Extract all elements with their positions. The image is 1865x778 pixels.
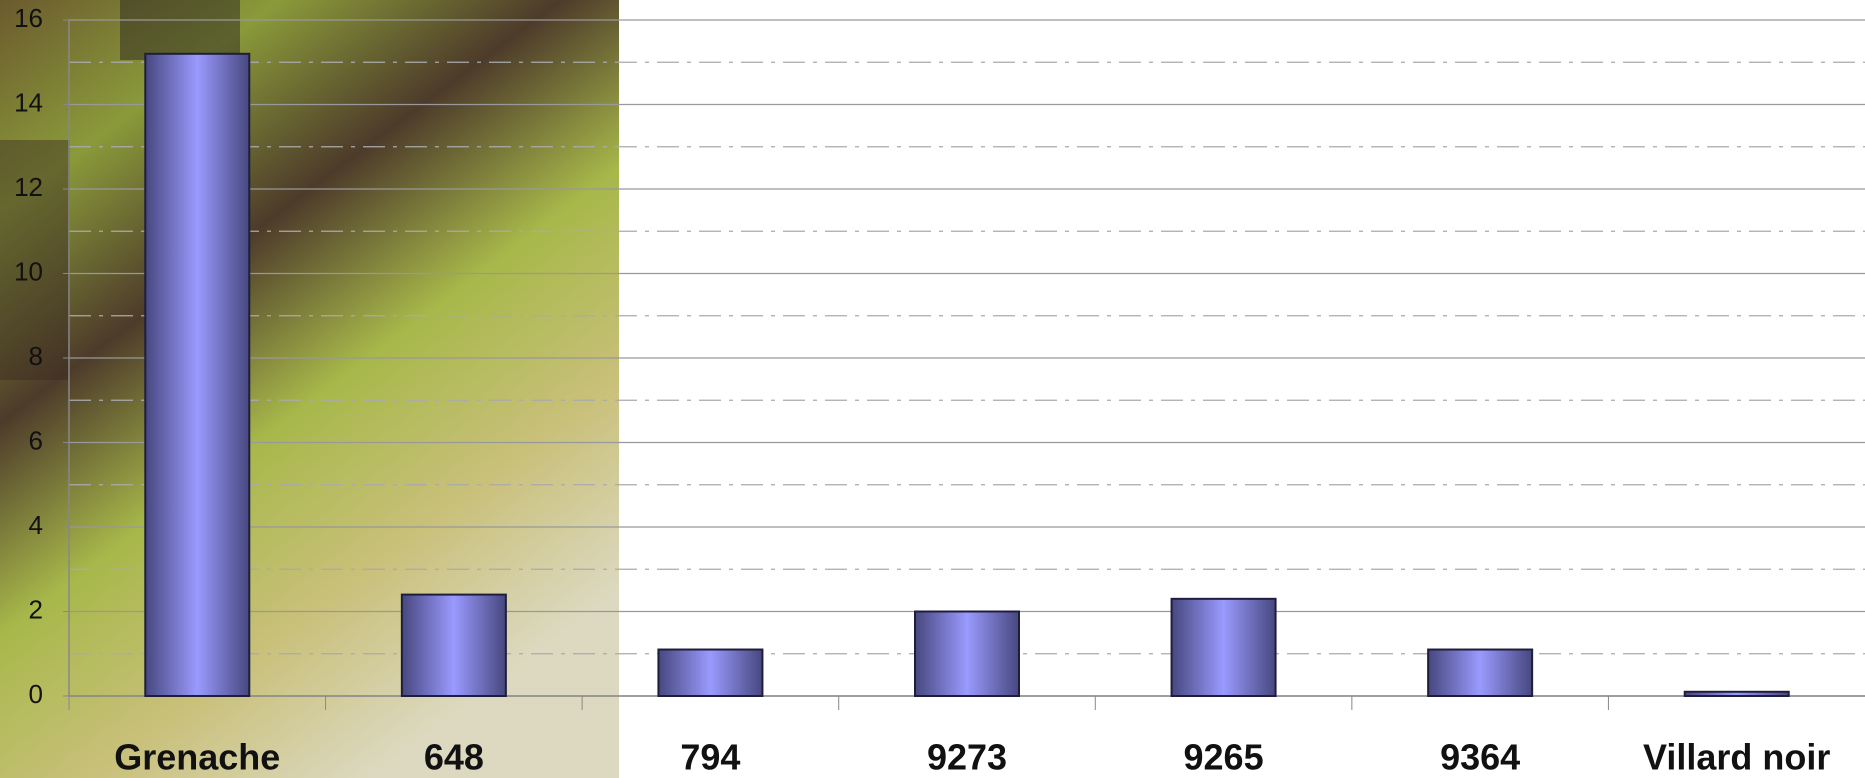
x-tick-label: 9265 [1184, 737, 1264, 778]
y-tick-label: 6 [29, 425, 43, 455]
bar [1683, 690, 1790, 698]
bar [400, 593, 507, 697]
y-tick-label: 10 [14, 256, 43, 286]
bar [914, 610, 1020, 697]
bar [657, 648, 764, 698]
bar [1427, 648, 1534, 698]
y-tick-label: 14 [14, 87, 43, 117]
background-painting [0, 0, 619, 778]
y-tick-label: 2 [29, 594, 43, 624]
x-tick-label: 794 [680, 737, 740, 778]
bar [144, 52, 251, 698]
y-tick-label: 8 [29, 341, 43, 371]
x-tick-label: 9273 [927, 737, 1007, 778]
x-tick-label: 9364 [1440, 737, 1520, 778]
bar [1170, 597, 1277, 698]
y-tick-label: 16 [14, 3, 43, 33]
y-tick-label: 4 [29, 510, 43, 540]
painting-detail [0, 140, 70, 380]
x-tick-label: 648 [424, 737, 484, 778]
y-tick-label: 0 [29, 679, 43, 709]
painting-detail [120, 0, 240, 60]
x-tick-label: Grenache [114, 737, 280, 778]
x-tick-label: Villard noir [1643, 737, 1830, 778]
y-tick-label: 12 [14, 172, 43, 202]
